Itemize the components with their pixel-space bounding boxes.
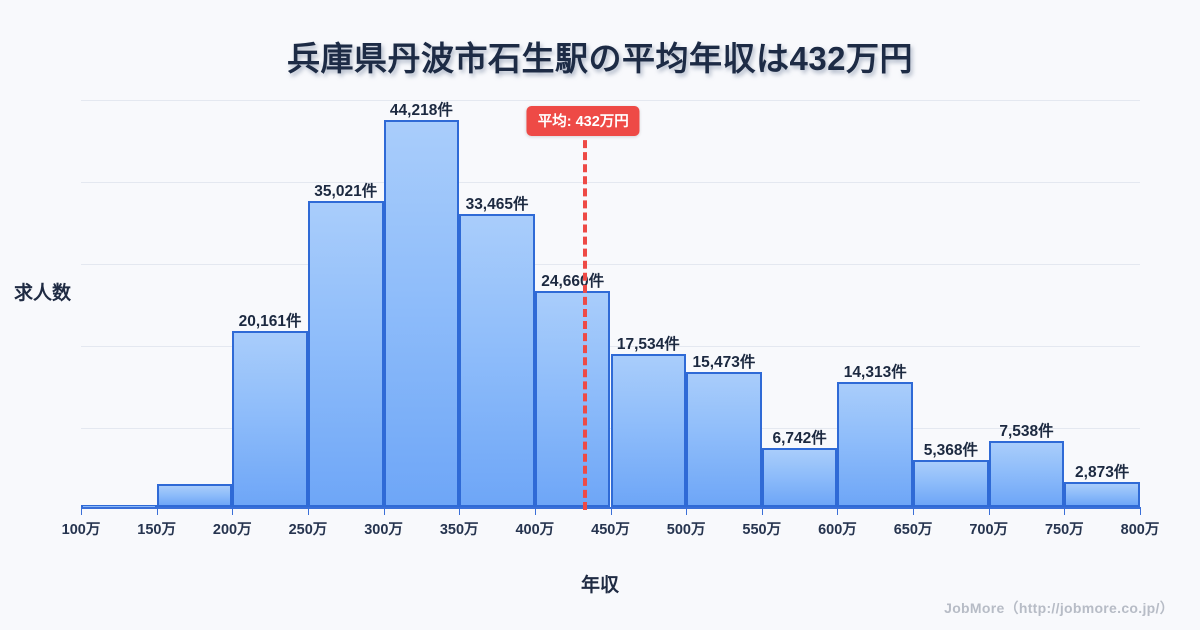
- bar: [610, 353, 687, 507]
- bar: [913, 460, 989, 507]
- bar: [81, 505, 157, 507]
- bar-value-label: 7,538件: [999, 423, 1054, 441]
- x-axis-tick: [1064, 507, 1066, 515]
- x-axis-tick: [1140, 507, 1141, 515]
- bar-value-label: 6,742件: [772, 430, 827, 448]
- x-axis-tick-label: 250万: [288, 522, 328, 538]
- chart-title: 兵庫県丹波市石生駅の平均年収は432万円: [286, 40, 914, 77]
- x-axis-tick-label: 550万: [742, 522, 782, 538]
- x-axis-tick-label: 650万: [893, 522, 933, 538]
- bar-value-label: 17,534件: [616, 335, 680, 353]
- x-axis-tick: [459, 507, 461, 515]
- x-axis-tick: [534, 507, 536, 515]
- bar-value-label: 2,873件: [1075, 463, 1130, 481]
- bar: [307, 200, 384, 507]
- bar-value-label: 33,465件: [465, 196, 529, 214]
- bar: [837, 381, 914, 507]
- bar-value-label: 20,161件: [238, 312, 302, 330]
- gridline: [81, 264, 1140, 265]
- x-axis-tick-label: 150万: [137, 522, 176, 538]
- bar-value-label: 5,368件: [923, 442, 979, 460]
- x-axis-tick: [156, 507, 158, 515]
- watermark: JobMore（http://jobmore.co.jp/）: [944, 600, 1174, 616]
- x-axis-tick-label: 450万: [591, 522, 630, 538]
- bar-value-label: 15,473件: [692, 353, 756, 371]
- x-axis-tick: [610, 507, 612, 515]
- bar: [761, 448, 838, 507]
- bar: [1064, 481, 1140, 507]
- x-axis-tick: [761, 507, 763, 515]
- average-badge: 平均: 432万円: [526, 106, 640, 136]
- average-line: [583, 128, 588, 510]
- bar: [988, 441, 1065, 507]
- x-axis-tick: [686, 507, 688, 515]
- x-axis-tick-label: 500万: [666, 522, 706, 538]
- x-axis-tick-label: 200万: [212, 522, 252, 538]
- bar: [232, 330, 308, 507]
- x-axis-tick: [988, 507, 990, 515]
- x-axis-tick-label: 750万: [1044, 522, 1084, 538]
- x-axis-tick-label: 400万: [515, 522, 555, 538]
- x-axis-tick: [81, 507, 82, 515]
- bar: [534, 291, 611, 507]
- bar-value-label: 24,660件: [541, 273, 605, 291]
- x-axis-tick-label: 350万: [439, 522, 479, 538]
- gridline: [81, 100, 1140, 101]
- gridline: [81, 182, 1140, 183]
- x-axis-tick-label: 100万: [61, 522, 101, 538]
- x-axis-tick: [383, 507, 385, 515]
- x-axis-tick-label: 800万: [1120, 522, 1160, 538]
- x-axis-title: 年収: [580, 575, 619, 596]
- bar-value-label: 14,313件: [843, 363, 907, 381]
- bar: [156, 484, 233, 507]
- y-axis-title: 求人数: [14, 283, 72, 304]
- bar: [459, 214, 535, 507]
- x-axis-tick-label: 700万: [969, 522, 1009, 538]
- bar-value-label: 44,218件: [389, 102, 453, 120]
- x-axis-tick: [307, 507, 309, 515]
- x-axis-tick-label: 300万: [364, 522, 403, 538]
- x-axis-tick: [837, 507, 839, 515]
- x-axis-tick-label: 600万: [818, 522, 857, 538]
- x-axis-tick: [232, 507, 234, 515]
- bar-value-label: 35,021件: [314, 182, 378, 200]
- bar: [383, 120, 460, 507]
- bar: [686, 371, 762, 507]
- x-axis-tick: [913, 507, 915, 515]
- gridline: [81, 346, 1140, 347]
